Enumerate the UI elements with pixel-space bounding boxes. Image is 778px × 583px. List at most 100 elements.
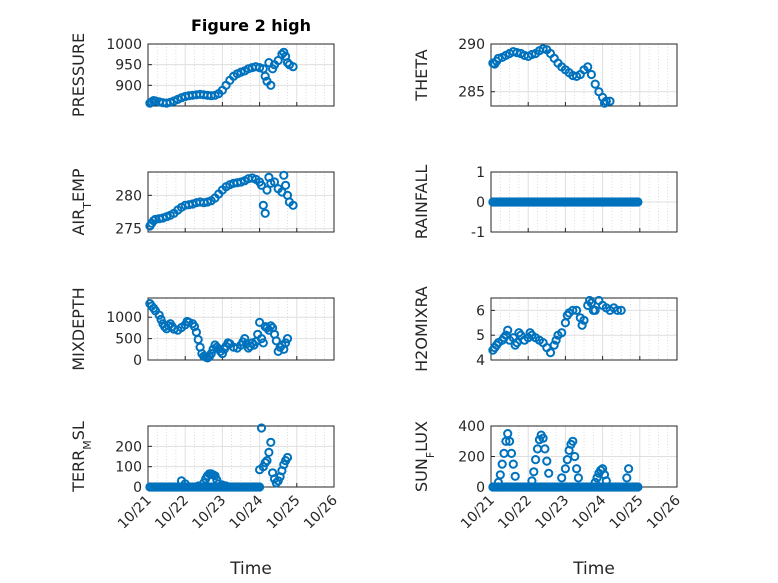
data-point	[269, 177, 280, 187]
y-axis-label: RAINFALL	[412, 165, 431, 240]
data-point	[605, 96, 615, 106]
data-point	[557, 473, 567, 483]
data-point	[572, 305, 582, 315]
data-point	[633, 482, 643, 492]
data-point	[557, 328, 567, 338]
subplot-h2omixra: 4 5 6 H2OMIXRA	[412, 286, 678, 372]
x-tick-label: 10/24	[570, 492, 610, 532]
data-point	[260, 458, 270, 468]
data-point	[633, 197, 643, 207]
y-tick-label: 200	[458, 450, 485, 466]
data-point	[217, 349, 227, 359]
data-point	[538, 433, 548, 443]
data-point	[288, 62, 298, 72]
y-tick-label: -1	[471, 225, 485, 241]
data-point	[544, 468, 554, 478]
data-point	[527, 476, 537, 486]
series-markers	[488, 295, 626, 358]
data-point	[599, 98, 610, 108]
y-axis-label: SUNFLUX	[412, 421, 437, 492]
data-point	[264, 447, 274, 457]
subplot-mixdepth: 0 500 1000 MIXDEPTH	[69, 287, 335, 371]
data-point	[240, 334, 250, 344]
subplot-theta: 285 290 THETA	[412, 37, 678, 108]
y-tick-label: 0	[476, 195, 485, 211]
data-point	[542, 456, 552, 466]
data-point	[255, 482, 265, 492]
series-markers	[145, 299, 293, 363]
data-point	[601, 96, 611, 106]
data-point	[549, 340, 559, 350]
data-point	[266, 437, 276, 447]
y-tick-label: 1	[476, 165, 485, 181]
data-point	[540, 444, 550, 454]
axes-frame	[147, 297, 335, 361]
x-tick-label: 10/22	[152, 493, 192, 533]
y-tick-label: 0	[476, 480, 485, 496]
data-point	[586, 69, 597, 80]
data-point	[495, 470, 505, 480]
y-tick-label: 275	[115, 222, 142, 238]
data-point	[551, 335, 561, 345]
data-point	[529, 467, 539, 477]
data-point	[545, 348, 556, 358]
data-point	[590, 477, 600, 487]
figure-title: Figure 2 high	[191, 16, 311, 35]
axes-frame	[490, 297, 678, 361]
y-axis-label: MIXDEPTH	[69, 287, 88, 370]
data-point	[256, 423, 267, 433]
data-point	[570, 451, 580, 462]
subplot-terr-msl: 0 100 200 TERRMSL 10/2110/2210/2310/2410/251…	[69, 421, 341, 532]
data-point	[154, 310, 164, 320]
subplot-sun-flux: 0 200 400 SUNFLUX 10/2110/2210/2310/2410/251…	[412, 419, 684, 532]
data-point	[256, 334, 267, 344]
y-tick-label: 400	[458, 419, 485, 435]
series-markers	[488, 429, 643, 492]
x-tick-label: 10/25	[264, 493, 304, 533]
x-tick-label: 10/26	[301, 492, 341, 532]
data-point	[180, 479, 190, 489]
data-point	[590, 305, 600, 315]
x-tick-label: 10/23	[532, 493, 572, 533]
axes-frame	[147, 43, 335, 107]
data-point	[221, 481, 231, 491]
data-point	[573, 473, 584, 483]
x-tick-label: 10/26	[644, 492, 684, 532]
subplot-air-temp: 275 280 AIRTEMP	[69, 168, 335, 238]
y-tick-label: 100	[115, 460, 142, 476]
y-axis-label: AIRTEMP	[69, 168, 94, 235]
data-point	[262, 456, 272, 466]
data-point	[288, 200, 298, 210]
data-point	[258, 200, 268, 210]
series-markers	[488, 44, 615, 108]
data-point	[271, 336, 281, 346]
x-tick-label: 10/22	[495, 493, 535, 533]
data-point	[624, 464, 634, 474]
y-axis-label: TERRMSL	[69, 421, 94, 493]
y-tick-label: 1000	[106, 310, 142, 326]
x-axis-label-left: Time	[229, 559, 272, 579]
data-point	[622, 473, 632, 483]
x-tick-label: 10/24	[227, 492, 267, 532]
series-markers	[145, 170, 298, 231]
data-point	[256, 180, 267, 190]
data-point	[266, 80, 276, 90]
data-point	[583, 62, 593, 72]
y-axis-label: H2OMIXRA	[412, 286, 431, 372]
data-point	[560, 464, 571, 474]
data-point	[512, 48, 522, 58]
data-point	[572, 464, 582, 474]
y-tick-label: 0	[133, 353, 142, 369]
y-tick-label: 290	[458, 37, 485, 53]
x-tick-label: 10/21	[458, 493, 498, 533]
data-point	[281, 180, 291, 190]
data-point	[258, 338, 268, 348]
data-point	[568, 436, 578, 446]
y-tick-label: 0	[133, 480, 142, 496]
data-point	[156, 314, 166, 324]
data-point	[505, 436, 515, 446]
data-point	[262, 185, 272, 195]
data-point	[568, 305, 578, 315]
